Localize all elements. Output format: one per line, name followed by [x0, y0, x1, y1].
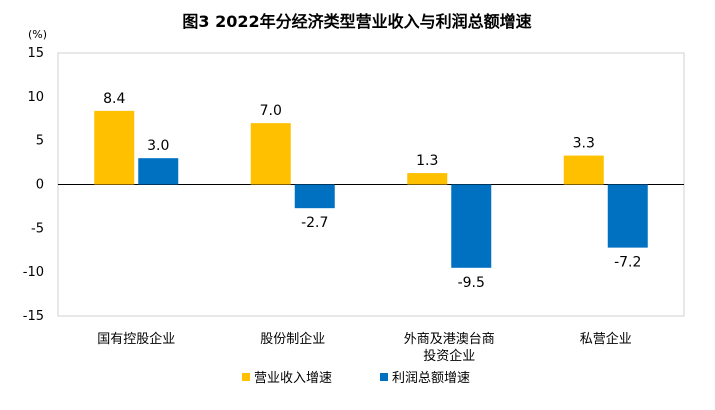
- bar-revenue: [94, 110, 135, 185]
- data-label: 1.3: [416, 153, 438, 169]
- category-label: 外商及港澳台商: [404, 331, 495, 347]
- y-tick-label: 5: [36, 134, 44, 149]
- category-label: 国有控股企业: [97, 331, 175, 347]
- category-label: 投资企业: [423, 348, 475, 364]
- legend-label: 利润总额增速: [392, 371, 470, 386]
- bar-profit: [607, 184, 648, 248]
- legend-label: 营业收入增速: [254, 371, 332, 386]
- bar-profit: [294, 184, 335, 209]
- y-tick-label: 15: [27, 46, 44, 61]
- data-label: 7.0: [260, 103, 282, 119]
- data-label: 8.4: [103, 91, 125, 107]
- data-label: -9.5: [458, 275, 485, 291]
- bar-profit: [138, 158, 179, 185]
- y-tick-label: 0: [36, 178, 44, 193]
- y-tick-label: 10: [27, 90, 44, 105]
- y-axis-unit: (%): [28, 28, 47, 41]
- data-label: -7.2: [614, 255, 641, 271]
- data-label: 3.3: [573, 136, 595, 152]
- y-tick-label: -5: [31, 221, 44, 236]
- legend-swatch: [242, 373, 250, 381]
- y-tick-label: -15: [23, 309, 44, 324]
- bar-revenue: [563, 155, 604, 185]
- category-label: 私营企业: [580, 331, 632, 347]
- y-tick-label: -10: [23, 265, 44, 280]
- bar-revenue: [250, 123, 291, 185]
- bar-revenue: [407, 173, 448, 185]
- chart-title: 图3 2022年分经济类型营业收入与利润总额增速: [182, 12, 531, 31]
- category-label: 股份制企业: [260, 331, 325, 347]
- data-label: 3.0: [147, 138, 169, 154]
- legend-swatch: [380, 373, 388, 381]
- data-label: -2.7: [301, 215, 328, 231]
- bar-profit: [451, 184, 492, 268]
